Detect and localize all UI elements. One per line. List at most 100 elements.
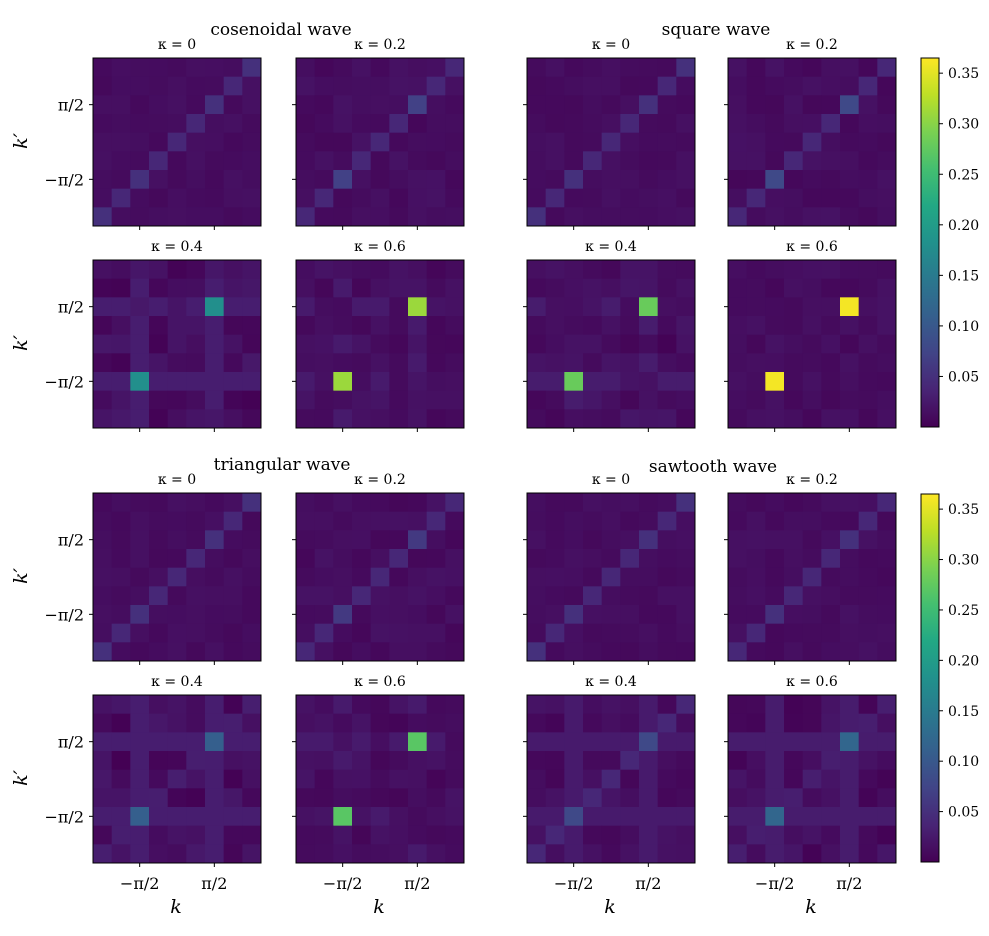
heatmap-cell <box>314 297 334 317</box>
heatmap-cell <box>445 732 465 752</box>
heatmap-cell <box>802 353 822 373</box>
heatmap-cell <box>802 170 822 190</box>
heatmap-cell <box>149 409 169 429</box>
heatmap-cell <box>223 297 243 317</box>
heatmap-cell <box>93 260 113 280</box>
heatmap-cell <box>296 353 316 373</box>
heatmap-cell <box>784 642 804 662</box>
heatmap-cell <box>821 695 841 715</box>
heatmap-cell <box>601 132 621 152</box>
heatmap-cell <box>840 844 860 864</box>
heatmap-cell <box>657 586 677 606</box>
heatmap-cell <box>296 297 316 317</box>
heatmap-cell <box>111 605 131 625</box>
heatmap-cell <box>545 409 565 429</box>
heatmap-cell <box>728 732 748 752</box>
heatmap-cell <box>408 278 428 298</box>
heatmap-cell <box>93 605 113 625</box>
heatmap-cell <box>389 530 409 550</box>
heatmap-cell <box>746 278 766 298</box>
heatmap-cell <box>111 586 131 606</box>
heatmap-cell <box>601 151 621 171</box>
heatmap-cell <box>784 493 804 513</box>
heatmap-cell <box>639 170 659 190</box>
heatmap-cell <box>93 511 113 531</box>
heatmap-cell <box>746 390 766 410</box>
heatmap-cell <box>111 316 131 336</box>
heatmap-cell <box>784 76 804 96</box>
heatmap-cell <box>426 567 446 587</box>
heatmap-cell <box>802 297 822 317</box>
heatmap-cell <box>728 114 748 134</box>
heatmap-cell <box>877 151 897 171</box>
heatmap-cell <box>620 334 640 354</box>
heatmap-cell <box>426 530 446 550</box>
heatmap-cell <box>858 151 878 171</box>
heatmap-cell <box>186 642 206 662</box>
heatmap-cell <box>821 207 841 227</box>
heatmap-cell <box>408 76 428 96</box>
heatmap-cell <box>389 207 409 227</box>
heatmap-cell <box>242 769 262 789</box>
heatmap-cell <box>314 605 334 625</box>
y-tick-label: −π/2 <box>45 170 85 189</box>
heatmap-cell <box>445 549 465 569</box>
heatmap-cell <box>765 732 785 752</box>
heatmap-cell <box>583 825 603 845</box>
heatmap-cell <box>858 334 878 354</box>
heatmap-cell <box>333 623 353 643</box>
heatmap-cell <box>765 353 785 373</box>
heatmap-cell <box>583 788 603 808</box>
heatmap-cell <box>186 511 206 531</box>
heatmap-cell <box>639 530 659 550</box>
heatmap-cell <box>583 76 603 96</box>
heatmap-cell <box>840 170 860 190</box>
heatmap-cell <box>639 788 659 808</box>
heatmap-cell <box>352 390 372 410</box>
heatmap-cell <box>545 732 565 752</box>
heatmap-cell <box>657 207 677 227</box>
heatmap-cell <box>877 567 897 587</box>
heatmap-cell <box>111 549 131 569</box>
heatmap-cell <box>370 76 390 96</box>
heatmap-cell <box>352 151 372 171</box>
heatmap-cell <box>583 390 603 410</box>
heatmap-cell <box>111 807 131 827</box>
heatmap-cell <box>802 409 822 429</box>
heatmap-cell <box>352 807 372 827</box>
heatmap-cell <box>370 132 390 152</box>
heatmap-cell <box>639 334 659 354</box>
heatmap-cell <box>746 586 766 606</box>
heatmap-cell <box>746 807 766 827</box>
heatmap-cell <box>111 844 131 864</box>
heatmap-cell <box>639 623 659 643</box>
heatmap-cell <box>333 695 353 715</box>
heatmap-cell <box>296 409 316 429</box>
heatmap-cell <box>821 409 841 429</box>
heatmap-cell <box>370 807 390 827</box>
heatmap-cell <box>130 623 150 643</box>
heatmap-cell <box>746 825 766 845</box>
panel-title: κ = 0 <box>158 472 196 488</box>
heatmap-cell <box>149 807 169 827</box>
colorbar-tick-label: 0.35 <box>948 502 979 518</box>
heatmap-cell <box>111 642 131 662</box>
heatmap-cell <box>620 260 640 280</box>
heatmap-cell <box>620 788 640 808</box>
heatmap-cell <box>167 732 187 752</box>
heatmap-cell <box>186 353 206 373</box>
heatmap-cell <box>784 769 804 789</box>
heatmap-cell <box>527 334 547 354</box>
heatmap-cell <box>840 511 860 531</box>
heatmap-cell <box>389 151 409 171</box>
heatmap-cell <box>93 844 113 864</box>
heatmap-cell <box>564 807 584 827</box>
heatmap-cell <box>296 751 316 771</box>
heatmap-cell <box>676 207 696 227</box>
heatmap-cell <box>426 549 446 569</box>
heatmap-cell <box>242 751 262 771</box>
heatmap-cell <box>620 605 640 625</box>
panel-1-2: κ = 0.4 <box>523 239 696 432</box>
heatmap-cell <box>765 493 785 513</box>
heatmap-cell <box>676 390 696 410</box>
